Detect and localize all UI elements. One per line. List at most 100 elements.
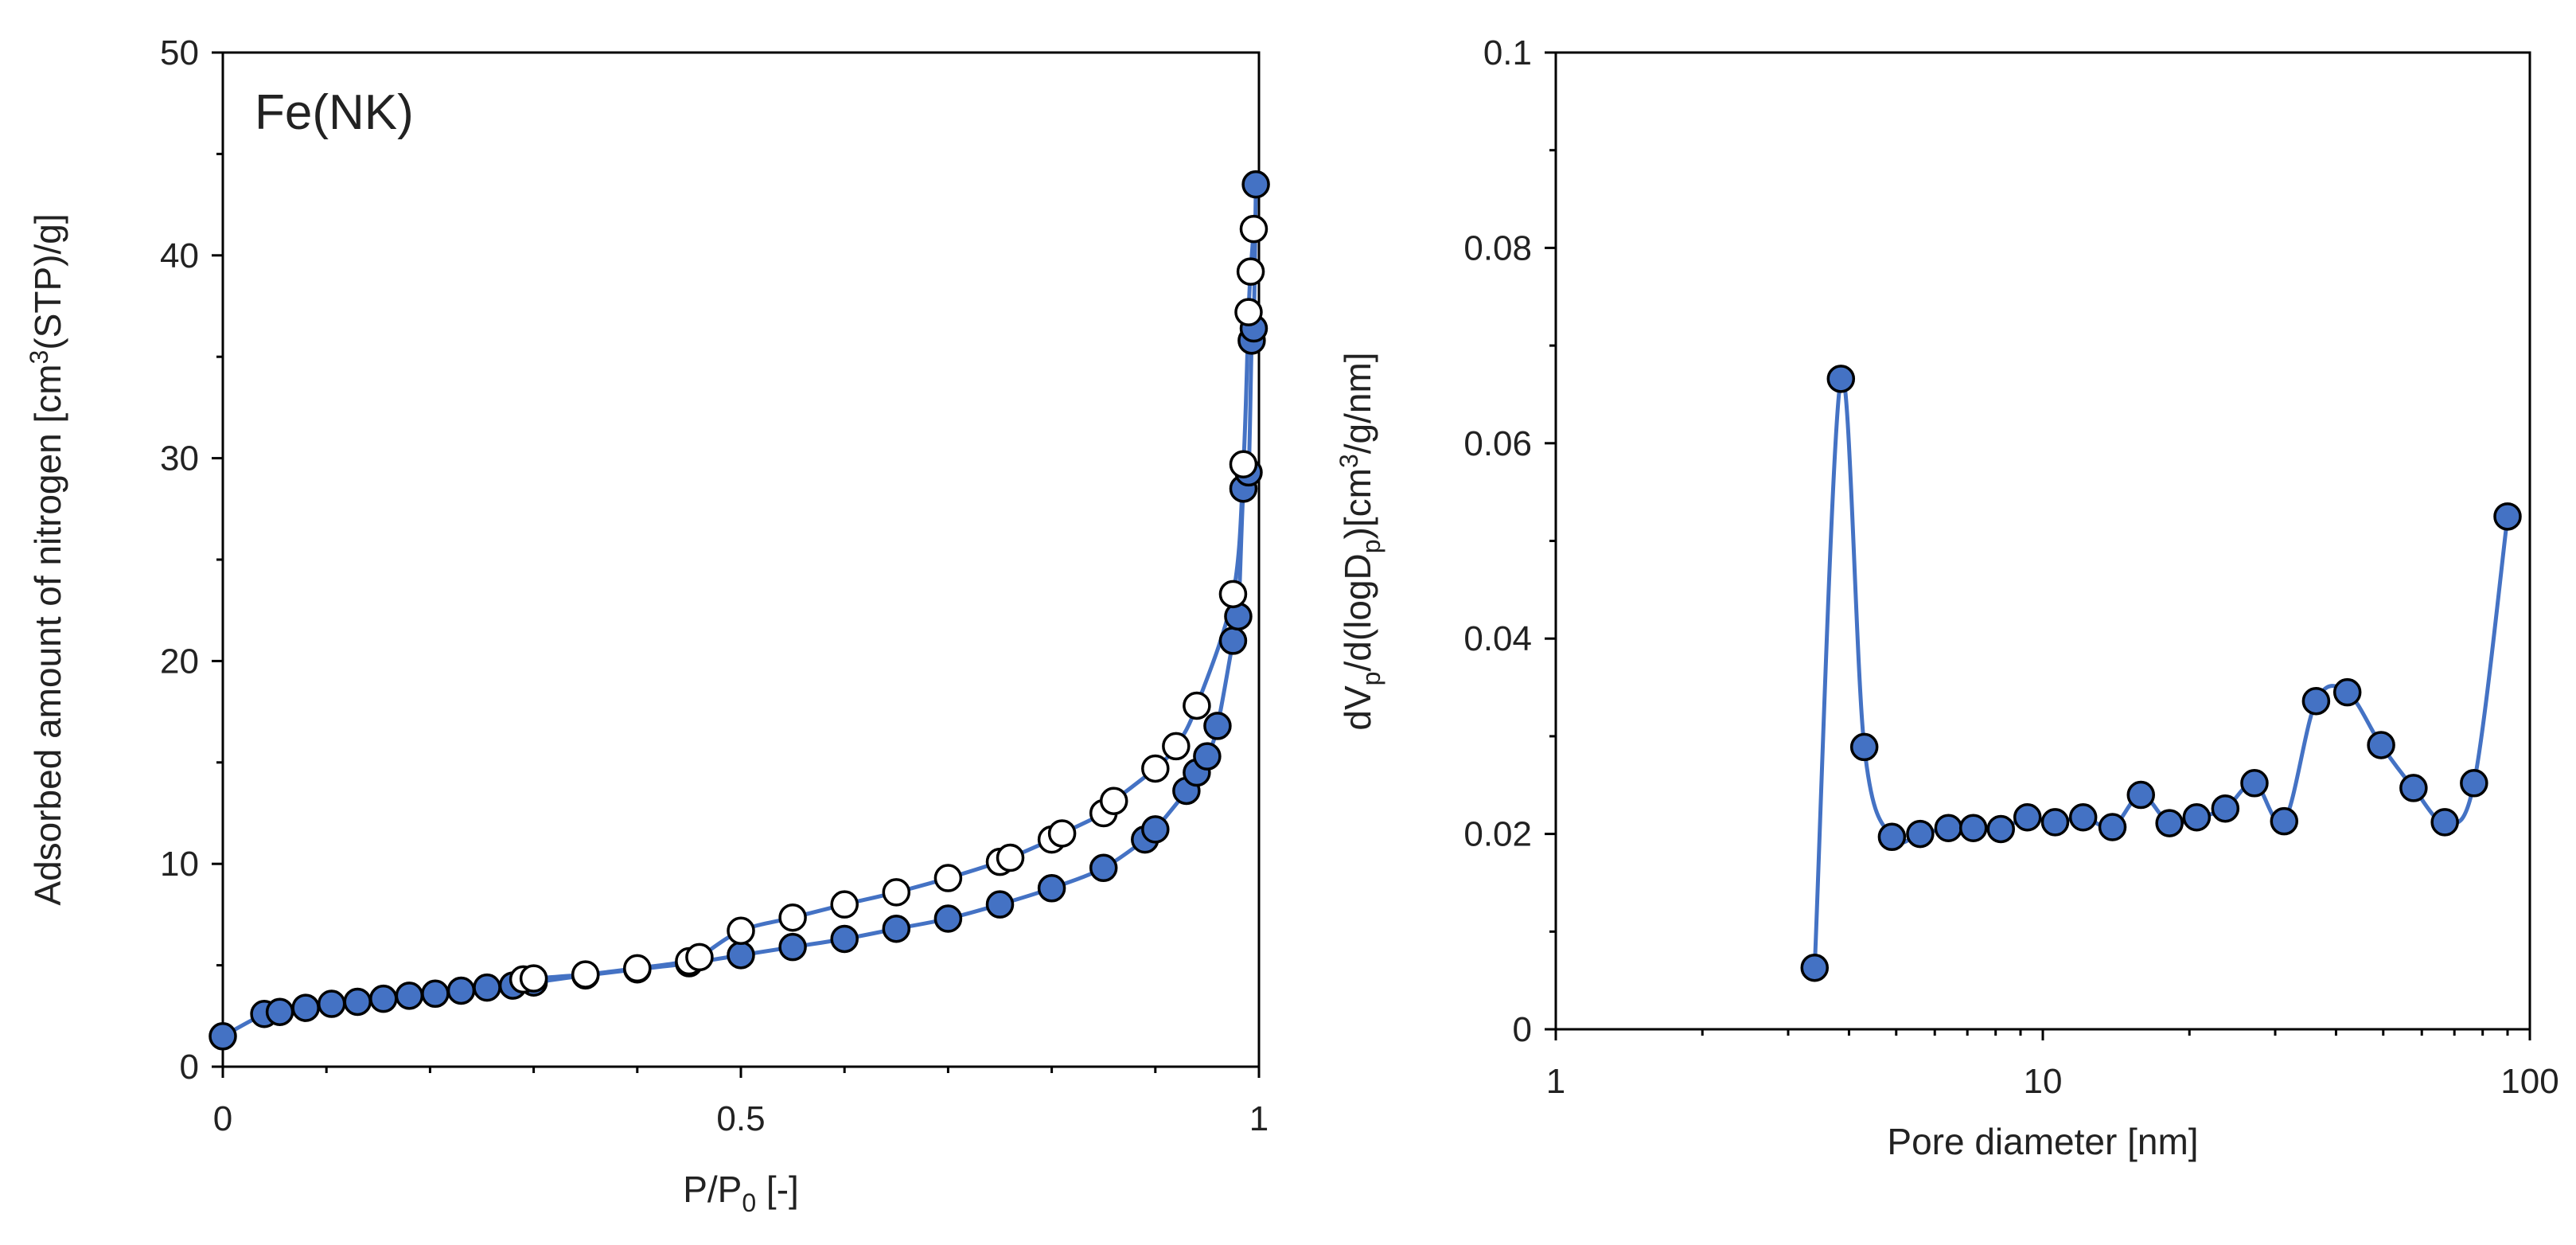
pore-y-tick-label: 0.08 (1463, 228, 1532, 267)
point-pore (2126, 780, 2156, 810)
point-adsorption (882, 914, 911, 943)
point-adsorption (1089, 853, 1118, 883)
pore-y-tick-label: 0 (1513, 1010, 1532, 1049)
point-pore (1849, 732, 1879, 762)
pore-y-tick-label: 0.1 (1483, 33, 1532, 72)
point-adsorption (446, 976, 476, 1005)
point-pore (2270, 806, 2299, 836)
pore-curve (1812, 373, 2510, 968)
point-pore (2399, 774, 2428, 802)
point-adsorption (1241, 170, 1270, 199)
point-pore (2182, 802, 2212, 832)
point-desorption (685, 943, 714, 972)
point-adsorption (291, 993, 320, 1022)
point-pore (2040, 808, 2070, 837)
pore-y-tick-label: 0.06 (1463, 424, 1532, 463)
point-pore (1934, 814, 1963, 842)
point-desorption (1099, 786, 1128, 815)
point-pore (1800, 953, 1830, 982)
point-pore (1906, 819, 1935, 849)
point-adsorption (830, 924, 859, 954)
isotherm-y-axis-label: Adsorbed amount of nitrogen [cm3(STP)/g] (25, 213, 68, 905)
point-adsorption (369, 984, 398, 1013)
point-adsorption (1193, 742, 1222, 771)
point-adsorption (473, 973, 501, 1002)
pore-plot-frame (1554, 51, 2531, 1031)
isotherm-x-tick-label: 0.5 (716, 1099, 765, 1138)
pore-x-axis-label: Pore diameter [nm] (1887, 1121, 2198, 1162)
point-desorption (571, 960, 600, 989)
point-desorption (1047, 819, 1077, 848)
point-pore (1958, 814, 1988, 842)
point-pore (2367, 731, 2395, 759)
point-desorption (1162, 732, 1191, 761)
pore-x-tick-label: 100 (2500, 1062, 2558, 1101)
point-pore (1826, 365, 1856, 393)
isotherm-y-tick-label: 30 (160, 439, 199, 478)
pore-x-tick-label: 10 (2024, 1062, 2063, 1101)
isotherm-chart: 0 10 20 30 40 50 0 0.5 1 Fe(NK) P/P0 [-] Adsorbe… (25, 33, 1270, 1217)
point-pore (1877, 822, 1907, 852)
point-pore (2430, 808, 2459, 837)
point-adsorption (778, 932, 807, 962)
point-adsorption (727, 941, 755, 970)
point-adsorption (933, 904, 963, 933)
series-line-pore (1812, 373, 2510, 968)
series-line-desorption (523, 228, 1256, 982)
point-adsorption (1203, 712, 1232, 740)
isotherm-y-tick-label: 20 (160, 642, 199, 681)
point-adsorption (1218, 626, 1248, 655)
point-adsorption (1037, 874, 1066, 903)
point-pore (2013, 802, 2042, 832)
point-desorption (1141, 754, 1170, 783)
series-line-adsorption (221, 184, 1258, 1038)
point-desorption (1183, 691, 1211, 720)
point-desorption (727, 916, 755, 946)
isotherm-x-axis-label: P/P0 [-] (683, 1169, 799, 1217)
isotherm-plot-frame (221, 51, 1261, 1068)
point-pore (2098, 813, 2127, 841)
isotherm-x-tick-label: 1 (1249, 1099, 1269, 1138)
isotherm-y-tick-label: 50 (160, 33, 199, 72)
isotherm-curves (221, 184, 1258, 1038)
point-desorption (830, 890, 859, 919)
panel-title: Fe(NK) (255, 85, 414, 140)
point-desorption (882, 878, 911, 907)
point-desorption (1229, 450, 1258, 478)
point-adsorption (985, 890, 1015, 919)
pore-points (1800, 365, 2522, 982)
point-desorption (623, 954, 652, 983)
point-desorption (996, 843, 1025, 872)
point-adsorption (317, 989, 346, 1018)
point-adsorption (343, 987, 372, 1017)
point-desorption (1234, 298, 1263, 326)
point-adsorption (1141, 815, 1170, 844)
point-pore (2460, 769, 2488, 798)
point-desorption (933, 864, 963, 892)
isotherm-y-tick-label: 0 (180, 1048, 199, 1087)
pore-distribution-chart: 0 0.02 0.04 0.06 0.08 0.1 1 10 100 Pore diameter… (1335, 33, 2559, 1162)
point-pore (2211, 794, 2240, 823)
isotherm-y-tick-label: 10 (160, 845, 199, 884)
point-desorption (1239, 214, 1269, 244)
point-pore (2155, 809, 2184, 837)
point-pore (2240, 769, 2269, 798)
point-desorption (1218, 580, 1248, 609)
point-adsorption (208, 1022, 237, 1051)
isotherm-x-tick-label: 0 (213, 1099, 232, 1138)
point-pore (2493, 502, 2522, 531)
isotherm-points (208, 170, 1270, 1051)
point-pore (2301, 686, 2331, 716)
point-pore (1986, 814, 2016, 844)
point-adsorption (265, 997, 294, 1026)
point-desorption (519, 964, 548, 993)
isotherm-ticks: 0 10 20 30 40 50 0 0.5 1 (160, 33, 1269, 1138)
point-pore (2068, 802, 2098, 832)
point-desorption (1236, 257, 1265, 286)
point-desorption (778, 903, 807, 932)
point-adsorption (421, 979, 450, 1009)
pore-ticks: 0 0.02 0.04 0.06 0.08 0.1 1 10 100 (1463, 33, 2558, 1101)
pore-y-tick-label: 0.04 (1463, 619, 1532, 658)
point-adsorption (395, 982, 424, 1010)
